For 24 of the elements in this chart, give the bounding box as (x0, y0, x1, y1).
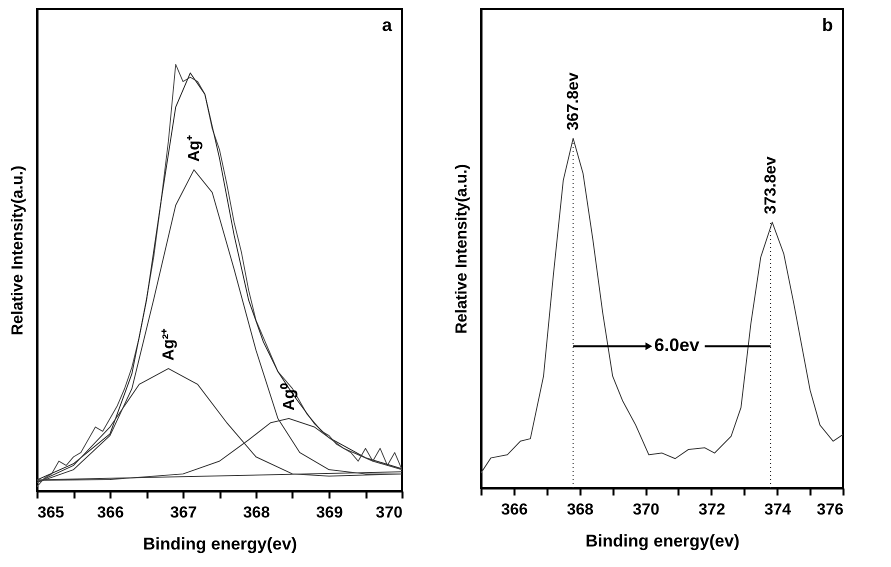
x-tick-label: 370 (376, 504, 403, 522)
text: Ag²⁺ (160, 328, 178, 361)
ref-line-label: 367.8ev (565, 72, 582, 130)
x-tick-label: 368 (566, 502, 594, 518)
y-axis-title: Relative Intensity(a.u.) (454, 164, 470, 334)
x-tick-label: 369 (316, 504, 343, 522)
chart-title: b (822, 15, 833, 35)
ref-line-label: 373.8ev (762, 156, 780, 214)
x-axis-title: Binding energy(ev) (143, 534, 297, 554)
text: Ag⁰ (280, 383, 298, 410)
x-tick-label: 370 (632, 502, 660, 518)
x-tick-label: 374 (764, 502, 792, 518)
text: Ag⁺ (186, 134, 203, 162)
x-tick-label: 368 (243, 504, 270, 522)
x-tick-label: 367 (170, 504, 197, 522)
chart-title: a (382, 15, 393, 35)
y-axis-title: Relative Intensity(a.u.) (10, 166, 26, 336)
x-tick-label: 365 (38, 504, 64, 522)
x-tick-label: 366 (501, 502, 528, 518)
x-tick-label: 366 (97, 504, 124, 522)
x-tick-label: 376 (816, 502, 844, 518)
x-axis-title: Binding energy(ev) (586, 532, 740, 550)
annotation: 6.0ev (654, 335, 700, 356)
x-tick-label: 372 (698, 502, 726, 518)
